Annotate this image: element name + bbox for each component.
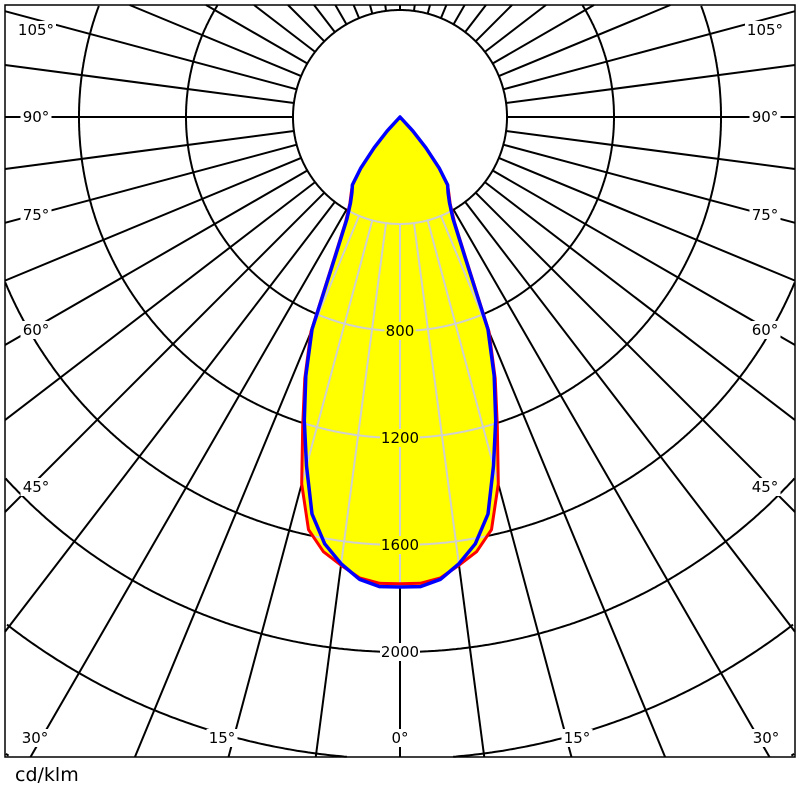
radial-gridline bbox=[129, 4, 302, 77]
radial-tick-label: 1600 bbox=[381, 536, 419, 554]
ring-gridline bbox=[292, 9, 508, 225]
radial-gridline bbox=[301, 215, 360, 587]
radial-gridline bbox=[314, 222, 388, 587]
radial-gridline bbox=[253, 4, 316, 53]
radial-gridline bbox=[334, 4, 348, 25]
angle-label-left: 105° bbox=[18, 21, 54, 39]
radial-tick-label-bg bbox=[380, 536, 420, 554]
radial-gridline bbox=[474, 4, 513, 43]
angle-label-right: 90° bbox=[752, 108, 779, 126]
angle-label-left-bg bbox=[20, 478, 52, 496]
radial-gridline bbox=[4, 64, 295, 105]
angle-label-bottom-bg bbox=[750, 729, 782, 747]
radial-gridline bbox=[4, 129, 295, 170]
intensity-curves bbox=[300, 115, 500, 589]
radial-gridline bbox=[412, 222, 486, 587]
radial-gridline bbox=[369, 4, 374, 14]
angle-label-left-bg bbox=[20, 108, 52, 126]
radial-gridline bbox=[4, 201, 336, 633]
angle-label-right: 75° bbox=[752, 206, 779, 224]
angle-label-right-bg bbox=[749, 478, 781, 496]
radial-gridline bbox=[440, 215, 499, 587]
angle-label-right-bg bbox=[749, 321, 781, 339]
radial-gridline bbox=[498, 4, 671, 77]
angle-label-bottom-bg bbox=[206, 729, 238, 747]
radial-gridline bbox=[426, 220, 499, 587]
axis-labels: 105° 90° 75° 60° 45° 105° 90° 75° 60° 45° 30° 15° 0°… bbox=[16, 21, 785, 747]
radial-gridline bbox=[464, 201, 796, 633]
radial-gridline bbox=[4, 143, 297, 224]
angle-label-left-bg bbox=[20, 321, 52, 339]
angle-label-right-bg bbox=[749, 206, 781, 224]
radial-gridline bbox=[492, 4, 595, 65]
angle-label-bottom-bg bbox=[389, 729, 411, 747]
ring-gridline bbox=[4, 477, 796, 653]
radial-gridline bbox=[4, 169, 308, 346]
radial-gridline bbox=[4, 191, 326, 513]
radial-gridline bbox=[503, 143, 796, 224]
angle-label-left: 45° bbox=[23, 478, 50, 496]
radial-tick-label: 800 bbox=[386, 322, 415, 340]
angle-label-right-bg bbox=[749, 108, 781, 126]
angle-label-left: 90° bbox=[23, 108, 50, 126]
radial-gridline bbox=[205, 4, 308, 65]
ring-gridline bbox=[6, 623, 794, 758]
radial-gridline bbox=[352, 4, 360, 19]
polar-grid bbox=[4, 4, 796, 758]
radial-gridline bbox=[287, 4, 326, 43]
radial-gridline bbox=[492, 169, 796, 346]
radial-gridline bbox=[464, 4, 487, 33]
intensity-curve-2 bbox=[302, 115, 498, 589]
radial-gridline bbox=[426, 4, 431, 14]
radial-gridline bbox=[440, 4, 448, 19]
angle-label-bottom-bg bbox=[19, 729, 51, 747]
angle-label-bottom: 0° bbox=[391, 729, 408, 747]
radial-tick-label-bg bbox=[380, 643, 420, 661]
radial-gridline bbox=[452, 4, 466, 25]
angle-label-right: 60° bbox=[752, 321, 779, 339]
angle-label-bottom: 15° bbox=[564, 729, 591, 747]
angle-label-left: 60° bbox=[23, 321, 50, 339]
radial-gridline bbox=[452, 209, 771, 758]
angle-label-bottom: 15° bbox=[209, 729, 236, 747]
unit-label: cd/klm bbox=[15, 764, 79, 786]
angle-label-left-bg bbox=[16, 21, 56, 39]
angle-label-right-bg bbox=[745, 21, 785, 39]
angle-label-bottom: 30° bbox=[753, 729, 780, 747]
angle-label-right: 45° bbox=[752, 478, 779, 496]
angle-label-left: 75° bbox=[23, 206, 50, 224]
radial-gridline bbox=[505, 129, 796, 170]
radial-gridline bbox=[505, 64, 796, 105]
radial-gridline bbox=[484, 4, 547, 53]
ring-gridline bbox=[78, 5, 722, 439]
radial-tick-label-bg bbox=[380, 429, 420, 447]
radial-gridline bbox=[4, 181, 316, 421]
radial-gridline bbox=[4, 157, 302, 282]
radial-tick-label: 2000 bbox=[381, 643, 419, 661]
angle-label-left-bg bbox=[20, 206, 52, 224]
radial-gridline bbox=[474, 191, 796, 513]
chart-frame bbox=[4, 4, 796, 758]
radial-tick-label: 1200 bbox=[381, 429, 419, 447]
angle-label-right: 105° bbox=[747, 21, 783, 39]
angle-label-bottom-bg bbox=[561, 729, 593, 747]
radial-gridline bbox=[313, 4, 336, 33]
radial-gridline bbox=[29, 209, 348, 758]
angle-label-bottom: 30° bbox=[22, 729, 49, 747]
ring-gridline bbox=[5, 753, 795, 757]
ring-gridline bbox=[301, 117, 499, 332]
ring-gridline bbox=[301, 282, 499, 546]
radial-gridline bbox=[498, 157, 796, 282]
radial-tick-label-bg bbox=[384, 322, 416, 340]
radial-gridline bbox=[484, 181, 796, 421]
radial-gridline bbox=[301, 220, 374, 587]
